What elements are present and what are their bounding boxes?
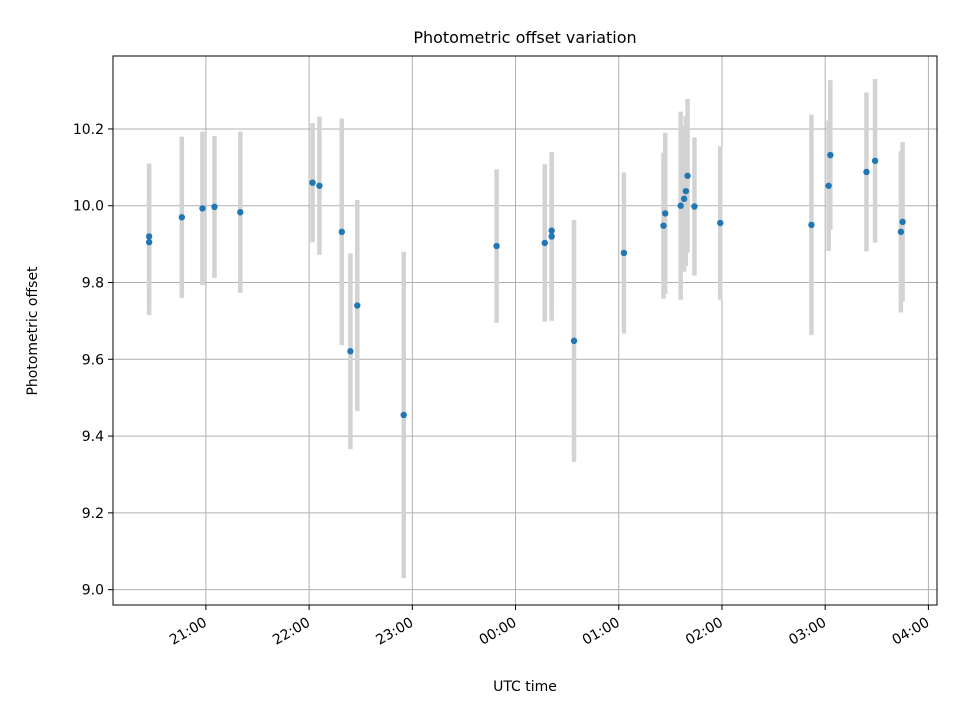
data-point [548, 227, 555, 234]
data-point [145, 238, 153, 246]
y-axis-label: Photometric offset [25, 266, 41, 396]
data-point [338, 228, 345, 236]
data-point [808, 221, 815, 229]
data-point [662, 210, 669, 217]
data-point [827, 151, 834, 159]
data-point [677, 202, 684, 209]
y-tick-label: 9.4 [82, 429, 104, 445]
x-axis-label: UTC time [493, 679, 557, 695]
data-point [237, 209, 244, 216]
data-point [899, 218, 906, 226]
y-tick-label: 9.6 [82, 352, 104, 368]
y-tick-label: 9.0 [82, 583, 104, 599]
data-point [211, 203, 218, 211]
data-point [717, 219, 724, 227]
data-point [682, 187, 690, 195]
y-tick-label: 9.8 [82, 276, 104, 292]
data-point [660, 222, 667, 229]
data-point [309, 179, 316, 186]
chart-title: Photometric offset variation [413, 28, 636, 47]
data-point [620, 249, 628, 257]
data-point [145, 233, 153, 240]
data-point [863, 168, 870, 176]
data-point [493, 242, 500, 250]
data-point [871, 157, 879, 165]
data-point [684, 172, 691, 179]
data-point [178, 214, 186, 221]
y-tick-label: 9.2 [82, 506, 104, 522]
y-tick-label: 10.2 [73, 122, 104, 138]
data-point [825, 182, 832, 189]
data-point [541, 239, 548, 247]
data-point [400, 411, 407, 419]
data-point [199, 205, 206, 212]
data-point [354, 302, 361, 309]
data-point [347, 348, 354, 355]
data-point [680, 195, 688, 203]
data-point [897, 228, 905, 236]
data-point [691, 203, 698, 210]
data-point [316, 182, 323, 189]
data-point [570, 337, 578, 345]
y-tick-label: 10.0 [73, 199, 104, 215]
data-point [548, 233, 555, 240]
marker-layer [145, 151, 906, 419]
plot-frame [112, 55, 938, 606]
